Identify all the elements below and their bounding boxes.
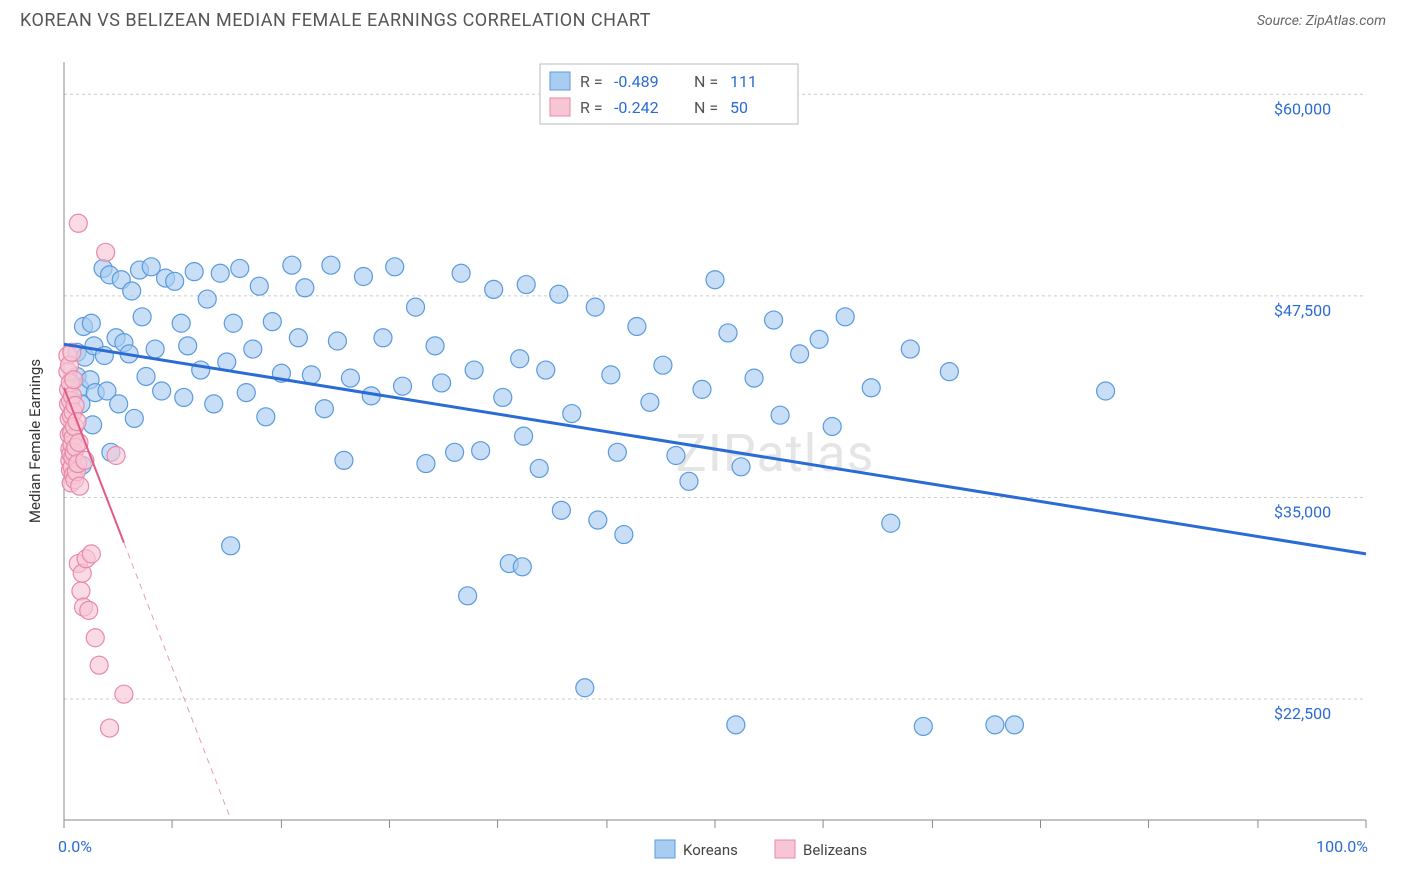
svg-text:111: 111: [730, 72, 757, 91]
source-attribution: Source: ZipAtlas.com: [1257, 13, 1386, 29]
svg-text:Koreans: Koreans: [683, 841, 738, 859]
svg-text:Median Female Earnings: Median Female Earnings: [26, 359, 44, 523]
svg-text:R =: R =: [580, 98, 603, 117]
svg-text:$47,500: $47,500: [1274, 301, 1331, 320]
svg-text:100.0%: 100.0%: [1316, 837, 1368, 856]
svg-text:-0.242: -0.242: [614, 98, 659, 117]
svg-text:$22,500: $22,500: [1274, 704, 1331, 723]
svg-text:N =: N =: [694, 98, 718, 117]
scatter-chart: $22,500 $35,000 $47,500 $60,000 0.0% 100.0% Me…: [20, 40, 1386, 882]
svg-text:ZIPatlas: ZIPatlas: [676, 423, 875, 484]
svg-text:0.0%: 0.0%: [58, 837, 92, 856]
chart-container: $22,500 $35,000 $47,500 $60,000 0.0% 100.0% Me…: [20, 40, 1386, 882]
svg-text:$35,000: $35,000: [1274, 502, 1331, 521]
svg-text:50: 50: [730, 98, 748, 117]
svg-text:R =: R =: [580, 72, 603, 91]
svg-text:N =: N =: [694, 72, 718, 91]
svg-text:$60,000: $60,000: [1274, 99, 1331, 118]
chart-title: KOREAN VS BELIZEAN MEDIAN FEMALE EARNING…: [20, 10, 651, 31]
svg-text:Belizeans: Belizeans: [803, 841, 867, 859]
svg-text:-0.489: -0.489: [614, 72, 659, 91]
